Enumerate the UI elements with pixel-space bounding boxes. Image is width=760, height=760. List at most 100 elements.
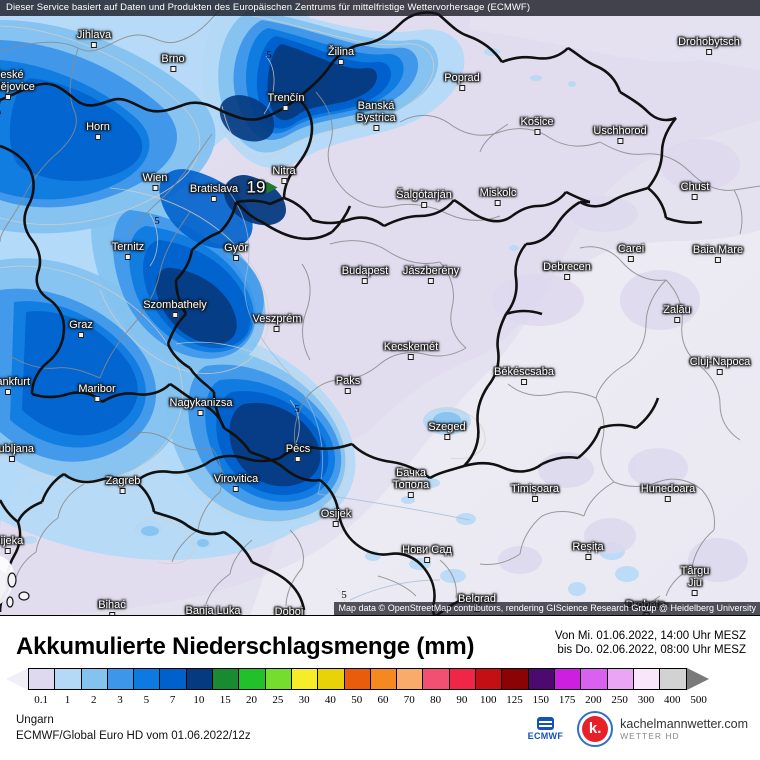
city-label: Нови Сад	[402, 545, 452, 563]
colorbar-tick: 7	[169, 694, 176, 706]
colorbar-tick: 400	[664, 694, 681, 706]
city-name: Szombathely	[143, 299, 207, 311]
city-name: ČeskéBudějovice	[0, 69, 35, 93]
city-name: Békéscsaba	[494, 366, 554, 378]
contour-value-label: 5	[154, 215, 160, 227]
city-label: Košice	[520, 117, 554, 135]
city-marker-icon	[197, 410, 204, 416]
kachelmann-tagline: WETTER HD	[620, 730, 680, 741]
city-marker-icon	[616, 138, 623, 144]
city-marker-icon	[4, 548, 11, 554]
city-label: Békéscsaba	[494, 367, 554, 385]
city-label: Chust	[681, 182, 709, 200]
colorbar-cell	[265, 669, 292, 689]
city-label: Zagreb	[106, 476, 140, 494]
colorbar-cell	[423, 669, 450, 689]
colorbar-tick: 25	[272, 694, 284, 706]
city-name: Cluj-Napoca	[689, 356, 751, 368]
city-name: Бачка Тополa	[392, 467, 430, 491]
city-marker-icon	[91, 42, 97, 48]
colorbar-tick: 70	[403, 694, 415, 706]
contour-value-label: 5	[294, 403, 300, 415]
kachelmann-site: kachelmannwetter.com	[620, 716, 748, 731]
city-marker-icon	[282, 105, 289, 111]
city-name: Graz	[69, 319, 93, 331]
legend-title: Akkumulierte Niederschlagsmenge (mm)	[16, 633, 475, 660]
city-label: Szombathely	[143, 300, 207, 318]
city-label: Šalgótarján	[396, 190, 452, 208]
city-marker-icon	[119, 488, 126, 494]
ecmwf-logo-label: ECMWF	[527, 731, 564, 741]
colorbar-cell	[660, 669, 687, 689]
city-name: Нови Сад	[402, 544, 452, 556]
colorbar-cells	[28, 668, 688, 690]
city-label: Szeged	[428, 422, 466, 440]
city-label: Târgu Jiu	[681, 565, 709, 596]
colorbar-cell	[581, 669, 608, 689]
model-info: Ungarn ECMWF/Global Euro HD vom 01.06.20…	[16, 712, 251, 744]
city-marker-icon	[407, 354, 414, 360]
ecmwf-logo[interactable]: ECMWF	[528, 717, 564, 741]
city-label: Reșița	[572, 541, 604, 560]
city-marker-icon	[210, 196, 217, 202]
city-name: Kecskemét	[383, 341, 439, 353]
precipitation-map[interactable]: Dieser Service basiert auf Daten und Pro…	[0, 0, 760, 616]
city-marker-icon	[109, 612, 115, 615]
city-label: Cluj-Napoca	[689, 356, 751, 375]
city-label: Baia Mare	[693, 245, 743, 263]
city-marker-icon	[152, 185, 158, 191]
colorbar-tick: 125	[506, 694, 523, 706]
colorbar-cell	[370, 669, 398, 689]
city-name: Trenčín	[267, 92, 305, 104]
city-marker-icon	[421, 202, 427, 208]
city-name: Maribor	[78, 383, 116, 395]
city-name: Reșița	[572, 541, 604, 553]
city-marker-icon	[333, 521, 339, 527]
city-marker-icon	[280, 178, 287, 184]
city-label: Bratislava	[190, 184, 238, 202]
contour-value-label: 5	[266, 49, 272, 61]
city-marker-icon	[407, 492, 414, 498]
city-label: Zalău	[663, 305, 691, 323]
islands	[6, 572, 30, 608]
validity-period: Von Mi. 01.06.2022, 14:00 Uhr MESZ bis D…	[555, 629, 746, 657]
colorbar: 0.1 1 2 3 5 7 10 15 20 25 30 40 50 60 70 80 90 100 125 150 1…	[0, 668, 760, 706]
kachelmann-wordmark[interactable]: kachelmannwetter.com WETTER HD	[620, 717, 748, 742]
colorbar-tick: 0.1	[34, 694, 49, 706]
city-label: Nitra	[272, 166, 296, 184]
city-name: Doboj	[274, 606, 304, 616]
city-name: Virovitica	[213, 473, 259, 485]
city-label: Győr	[224, 243, 248, 261]
city-name: Uschhorod	[593, 125, 647, 137]
colorbar-cell	[29, 669, 56, 689]
city-name: Zalău	[663, 304, 691, 316]
colorbar-cell	[502, 669, 529, 689]
colorbar-tick: 1	[64, 694, 71, 706]
city-name: Veszprém	[252, 313, 302, 325]
colorbar-tick: 300	[637, 694, 655, 706]
colorbar-tick: 3	[117, 694, 123, 706]
city-name: Carei	[617, 243, 645, 255]
map-canvas	[0, 0, 760, 615]
city-label: Uschhorod	[593, 125, 647, 144]
city-marker-icon	[427, 278, 434, 284]
city-marker-icon	[665, 496, 671, 502]
colorbar-cell	[239, 669, 266, 689]
city-marker-icon	[361, 278, 368, 284]
city-marker-icon	[8, 456, 15, 462]
colorbar-tick: 100	[479, 694, 497, 706]
city-name: Banská Bystrica	[356, 100, 396, 124]
city-marker-icon	[585, 554, 591, 560]
city-marker-icon	[521, 379, 527, 385]
colorbar-over-cap	[686, 668, 709, 690]
city-name: Baia Mare	[692, 244, 744, 256]
maximum-arrow-icon	[266, 181, 278, 193]
city-marker-icon	[233, 486, 239, 492]
colorbar-tick: 150	[532, 694, 550, 706]
city-marker-icon	[233, 255, 239, 261]
city-label: Banská Bystrica	[356, 100, 396, 131]
legend-panel: Akkumulierte Niederschlagsmenge (mm) Von…	[0, 616, 760, 760]
national-borders	[0, 11, 703, 615]
kachelmann-logo-icon[interactable]: k.	[577, 711, 614, 747]
city-label: Žilina	[328, 47, 354, 65]
